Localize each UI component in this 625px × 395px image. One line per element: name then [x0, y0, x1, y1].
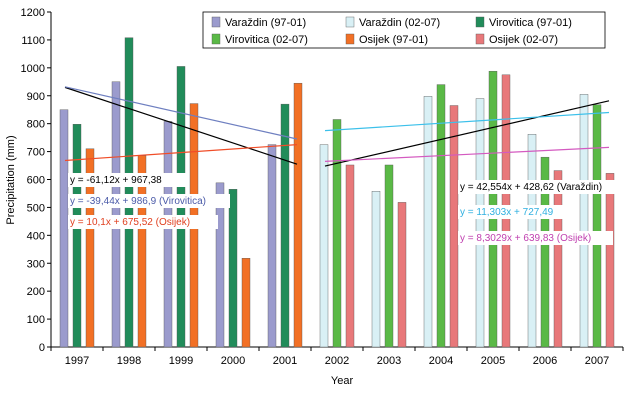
trendline: [64, 86, 298, 140]
x-tick-label: 2001: [273, 355, 297, 367]
bar: [605, 173, 615, 348]
bar: [345, 164, 355, 348]
bar: [579, 94, 589, 348]
bar: [371, 191, 381, 348]
legend-swatch: [475, 16, 485, 28]
x-axis-title: Year: [331, 375, 354, 387]
legend-label: Varaždin (02-07): [359, 17, 440, 29]
x-tick-label: 1998: [117, 355, 141, 367]
y-tick-label: 200: [27, 286, 45, 298]
x-tick-label: 2004: [429, 355, 453, 367]
trendline: [324, 146, 610, 162]
y-tick-label: 600: [27, 175, 45, 187]
trendline-equations: y = -61,12x + 967,38 y = -39,44x + 986,9 …: [68, 173, 618, 245]
bar: [592, 104, 602, 348]
y-tick-label: 400: [27, 230, 45, 242]
bar: [384, 164, 394, 348]
equation-background: [458, 231, 613, 245]
y-tick-label: 1000: [21, 63, 45, 75]
equation-background: [68, 173, 188, 187]
equation-background: [458, 180, 618, 194]
legend-label: Osijek (02-07): [489, 34, 558, 46]
y-tick-label: 1200: [21, 7, 45, 19]
legend-label: Osijek (97-01): [359, 34, 428, 46]
legend-box: [202, 11, 606, 49]
trendline-equation: y = -39,44x + 986,9 (Virovitica): [70, 196, 206, 207]
equation-background: [68, 215, 218, 229]
trendline: [64, 144, 298, 162]
trendline: [64, 86, 298, 165]
x-tick-label: 2002: [325, 355, 349, 367]
legend-swatch: [345, 33, 355, 45]
legend-label: Varaždin (97-01): [225, 17, 306, 29]
trendline: [324, 111, 610, 132]
legend-swatch: [211, 16, 221, 28]
y-tick-label: 100: [27, 314, 45, 326]
x-tick-label: 2000: [221, 355, 245, 367]
bar: [423, 96, 433, 348]
equation-background: [68, 194, 230, 208]
legend-swatch: [475, 33, 485, 45]
x-tick-label: 1999: [169, 355, 193, 367]
y-axis-title: Precipitation (mm): [5, 135, 17, 224]
y-tick-label: 900: [27, 91, 45, 103]
trendline-equation: y = 42,554x + 428,62 (Varaždin): [460, 182, 602, 193]
legend-label: Virovitica (97-01): [489, 17, 572, 29]
bar: [449, 105, 459, 348]
bar: [228, 189, 238, 348]
bar: [475, 98, 485, 348]
trendline-equation: y = 11,303x + 727,49: [460, 207, 554, 218]
bar: [85, 148, 95, 348]
bar: [397, 202, 407, 348]
equation-background: [458, 205, 563, 219]
legend-swatch: [345, 16, 355, 28]
x-tick-label: 1997: [65, 355, 89, 367]
bar: [72, 124, 82, 348]
bar: [319, 144, 329, 348]
x-tick-label: 2006: [533, 355, 557, 367]
axes: 0 100 200 300 400 500 600 700 800 900 1000 1100 1200…: [21, 7, 624, 367]
bar: [436, 84, 446, 348]
trendline-equation: y = 8,3029x + 639,83 (Osijek): [460, 233, 591, 244]
bar: [215, 182, 225, 348]
legend-swatch: [211, 33, 221, 45]
y-tick-label: 300: [27, 258, 45, 270]
legend: Varaždin (97-01) Varaždin (02-07) Viroviti…: [202, 11, 606, 49]
x-tick-label: 2003: [377, 355, 401, 367]
bar: [540, 156, 550, 348]
bar: [59, 109, 69, 348]
trendline-equation: y = 10,1x + 675,52 (Osijek): [70, 217, 190, 228]
y-tick-label: 0: [39, 342, 45, 354]
trendline: [324, 100, 610, 167]
legend-label: Virovitica (02-07): [225, 34, 308, 46]
bar: [332, 119, 342, 348]
y-tick-label: 1100: [21, 35, 45, 47]
bar: [124, 37, 134, 348]
bar: [241, 258, 251, 348]
y-tick-label: 800: [27, 119, 45, 131]
bar: [280, 103, 290, 348]
bar: [553, 170, 563, 348]
bar: [111, 81, 121, 348]
y-tick-label: 700: [27, 147, 45, 159]
trendline-equation: y = -61,12x + 967,38: [70, 175, 162, 186]
trendlines: [64, 86, 610, 167]
bar: [267, 144, 277, 348]
bar: [163, 121, 173, 348]
x-tick-label: 2005: [481, 355, 505, 367]
x-tick-label: 2007: [585, 355, 609, 367]
bar: [293, 82, 303, 348]
y-tick-label: 500: [27, 202, 45, 214]
